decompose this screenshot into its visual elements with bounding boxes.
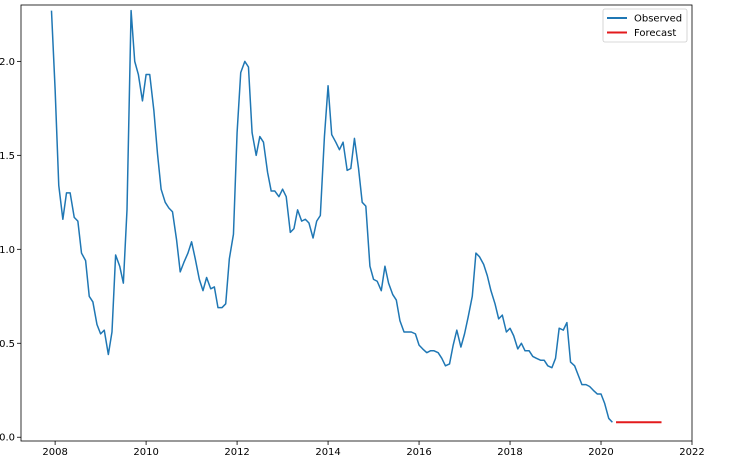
x-tick-label: 2010 [133, 447, 158, 458]
y-tick-label: 0.0 [0, 433, 15, 444]
x-tick-label: 2018 [497, 447, 522, 458]
axes: 2008 2010 2012 2014 2016 2018 2020 2022 0.0 0.5 1.… [0, 4, 705, 458]
x-tick-label: 2016 [406, 447, 431, 458]
legend-label-observed: Observed [634, 14, 682, 25]
x-tick-label: 2014 [315, 447, 340, 458]
y-tick-label: 1.0 [0, 245, 15, 256]
x-tick-label: 2008 [42, 447, 67, 458]
y-tick-label: 0.5 [0, 339, 15, 350]
y-tick-label: 1.5 [0, 151, 15, 162]
legend-label-forecast: Forecast [634, 28, 676, 39]
x-tick-label: 2020 [588, 447, 613, 458]
plot-area [50, 9, 662, 424]
axes-frame [20, 4, 693, 442]
y-tick-label: 2.0 [0, 57, 15, 68]
series-line-observed [50, 9, 613, 423]
legend: Observed Forecast [602, 8, 688, 43]
x-tick-label: 2012 [224, 447, 249, 458]
x-tick-label: 2022 [679, 447, 704, 458]
